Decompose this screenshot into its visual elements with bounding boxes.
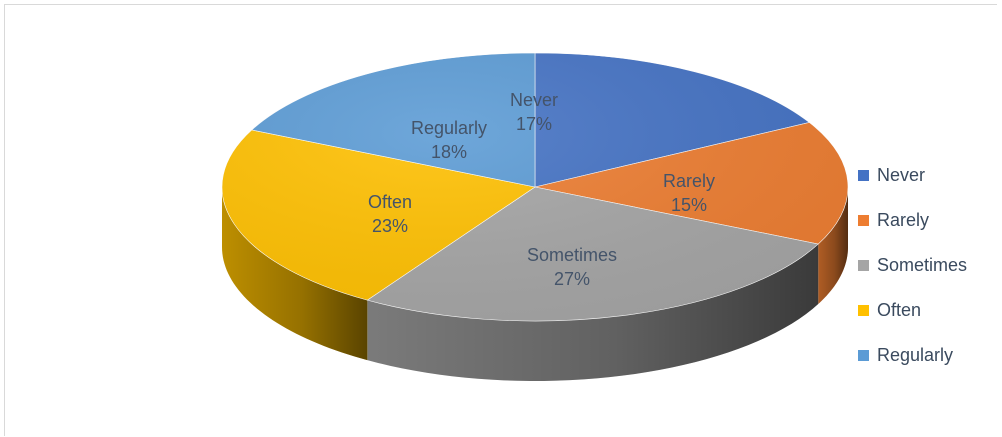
legend-label-never: Never bbox=[877, 164, 926, 185]
pie-chart bbox=[221, 52, 849, 381]
pie-top-sheen bbox=[222, 53, 848, 321]
legend-swatch-never bbox=[858, 169, 869, 181]
legend-swatch-rarely bbox=[858, 214, 869, 226]
pie-side-shade-often bbox=[222, 187, 368, 361]
legend-label-regularly: Regularly bbox=[877, 344, 954, 365]
data-label-regularly: Regularly 18% bbox=[410, 118, 488, 162]
legend-swatch-often bbox=[858, 304, 869, 316]
pie-side-shade-sometimes bbox=[367, 244, 819, 381]
legend-swatch-regularly bbox=[858, 349, 869, 361]
data-label-often: Often 23% bbox=[367, 192, 413, 236]
legend-label-often: Often bbox=[877, 299, 922, 320]
data-label-sometimes: Sometimes 27% bbox=[526, 245, 618, 289]
legend-item-never: Never bbox=[858, 163, 925, 187]
legend-label-rarely: Rarely bbox=[877, 209, 930, 230]
legend-item-regularly: Regularly bbox=[858, 343, 953, 367]
legend-item-often: Often bbox=[858, 298, 921, 322]
legend-swatch-sometimes bbox=[858, 259, 869, 271]
legend-item-sometimes: Sometimes bbox=[858, 253, 967, 277]
chart-area: Never 17% Rarely 15% Sometimes 27% Often 23%… bbox=[4, 4, 997, 436]
legend-item-rarely: Rarely bbox=[858, 208, 929, 232]
data-label-never: Never 17% bbox=[509, 90, 559, 134]
data-label-rarely: Rarely 15% bbox=[662, 171, 716, 215]
legend-label-sometimes: Sometimes bbox=[877, 254, 968, 275]
